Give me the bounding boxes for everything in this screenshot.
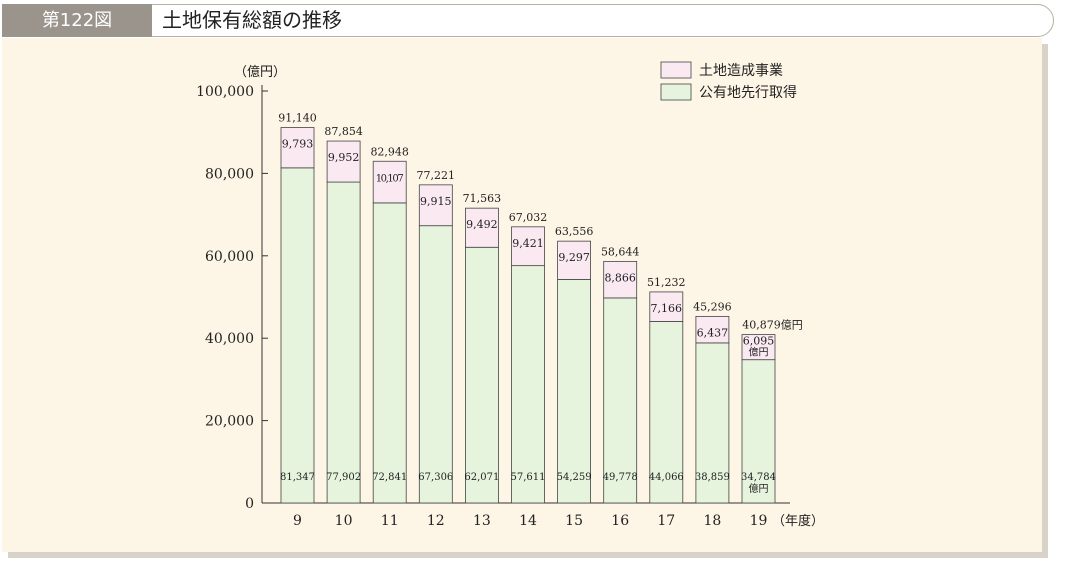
bar-upper-label: 9,297 bbox=[558, 251, 590, 264]
bar-lower-label: 49,778 bbox=[603, 472, 638, 483]
bar-upper-label: 10,107 bbox=[376, 173, 404, 184]
x-tick-label: 14 bbox=[519, 513, 537, 529]
x-tick-label: 17 bbox=[657, 513, 675, 529]
bar-total-label: 40,879億円 bbox=[742, 319, 803, 332]
bar-upper-label: 6,095 bbox=[743, 335, 775, 348]
axes: 0 20,000 40,000 60,000 80,000 100,000 （億円） 9 10 1… bbox=[196, 64, 824, 529]
legend-swatch-lower bbox=[660, 83, 692, 101]
bar-total-label: 82,948 bbox=[370, 145, 409, 158]
bar-lower-label: 54,259 bbox=[557, 472, 592, 483]
bar-upper-segment bbox=[372, 160, 407, 204]
bar-lower-segment bbox=[372, 202, 407, 504]
bar-lower-label: 57,611 bbox=[511, 472, 546, 483]
bar-lower-segment bbox=[649, 321, 684, 504]
bar-lower-label: 67,306 bbox=[418, 472, 453, 483]
bar-upper-label: 9,492 bbox=[466, 218, 498, 231]
y-tick-label: 20,000 bbox=[205, 414, 254, 430]
bar-upper-segment bbox=[326, 140, 361, 183]
x-tick-label: 16 bbox=[611, 513, 629, 529]
bar-upper-label: 9,952 bbox=[328, 151, 360, 164]
x-tick-label: 10 bbox=[335, 513, 353, 529]
y-tick-label: 80,000 bbox=[205, 166, 254, 182]
bar-upper-segment bbox=[511, 226, 545, 267]
bars: 91,140 9,793 81,347 87,854 9,952 77,902 82,948… bbox=[278, 112, 803, 504]
bar-upper-segment bbox=[557, 240, 591, 280]
bar-upper-label: 7,166 bbox=[651, 302, 683, 315]
bar-lower-label: 38,859 bbox=[695, 472, 730, 483]
bar-total-label: 71,563 bbox=[463, 192, 502, 205]
bar-total-label: 91,140 bbox=[278, 112, 317, 125]
bar-upper-label: 6,437 bbox=[697, 326, 729, 339]
bar-total-label: 63,556 bbox=[555, 225, 594, 238]
bar-lower-segment bbox=[603, 297, 638, 504]
header-bar bbox=[2, 4, 1054, 37]
bar-upper-segment bbox=[741, 334, 776, 361]
bar-total-label: 58,644 bbox=[601, 245, 640, 258]
bar-total-label: 45,296 bbox=[693, 300, 732, 313]
bar-upper-segment bbox=[280, 127, 315, 169]
x-tick-label: 11 bbox=[381, 513, 399, 529]
bar-lower-segment bbox=[511, 265, 545, 504]
x-tick-label: 9 bbox=[293, 513, 302, 529]
bar-lower-unit: 億円 bbox=[749, 482, 769, 495]
bar-lower-label: 77,902 bbox=[326, 472, 361, 483]
bar-lower-segment bbox=[464, 246, 499, 504]
bar-upper-label: 8,866 bbox=[604, 271, 636, 284]
bar-lower-label: 72,841 bbox=[372, 472, 407, 483]
bar-lower-label: 44,066 bbox=[649, 472, 684, 483]
x-tick-label: 19 bbox=[750, 513, 768, 529]
bar-lower-segment bbox=[741, 359, 776, 504]
bar-lower-segment bbox=[695, 342, 730, 504]
bar-upper-segment bbox=[649, 291, 684, 322]
bar-upper-unit: 億円 bbox=[749, 346, 769, 359]
bar-total-label: 67,032 bbox=[509, 211, 548, 224]
bar-upper-label: 9,421 bbox=[512, 237, 544, 250]
bar-upper-segment bbox=[695, 315, 730, 344]
bar-upper-segment bbox=[603, 260, 638, 299]
bar-total-label: 51,232 bbox=[647, 276, 686, 289]
x-unit-label: （年度） bbox=[772, 513, 824, 529]
y-unit-label: （億円） bbox=[234, 64, 286, 80]
legend-swatch-upper bbox=[660, 61, 692, 79]
bar-lower-segment bbox=[418, 225, 453, 504]
x-tick-label: 13 bbox=[473, 513, 491, 529]
y-tick-label: 0 bbox=[245, 496, 254, 512]
figure-title: 土地保有総額の推移 bbox=[162, 8, 342, 32]
x-tick-label: 18 bbox=[703, 513, 721, 529]
y-tick-label: 60,000 bbox=[205, 249, 254, 265]
bar-upper-label: 9,915 bbox=[420, 195, 452, 208]
bar-lower-segment bbox=[326, 181, 361, 504]
bar-lower-segment bbox=[280, 167, 315, 504]
x-tick-label: 15 bbox=[565, 513, 583, 529]
bar-total-label: 87,854 bbox=[324, 125, 363, 138]
y-tick-label: 40,000 bbox=[205, 331, 254, 347]
bar-upper-label: 9,793 bbox=[282, 138, 314, 151]
figure-number: 第122図 bbox=[2, 4, 152, 37]
bar-total-label: 77,221 bbox=[417, 169, 456, 182]
y-tick-label: 100,000 bbox=[196, 84, 254, 100]
legend-label-upper: 土地造成事業 bbox=[699, 63, 783, 79]
x-tick-label: 12 bbox=[427, 513, 445, 529]
bar-lower-segment bbox=[557, 279, 591, 504]
legend-label-lower: 公有地先行取得 bbox=[699, 84, 797, 101]
bar-lower-label: 81,347 bbox=[280, 472, 315, 483]
bar-upper-segment bbox=[464, 207, 499, 248]
bar-upper-segment bbox=[418, 184, 453, 227]
bar-lower-label: 62,071 bbox=[464, 472, 499, 483]
bar-lower-label: 34,784 bbox=[741, 472, 776, 483]
